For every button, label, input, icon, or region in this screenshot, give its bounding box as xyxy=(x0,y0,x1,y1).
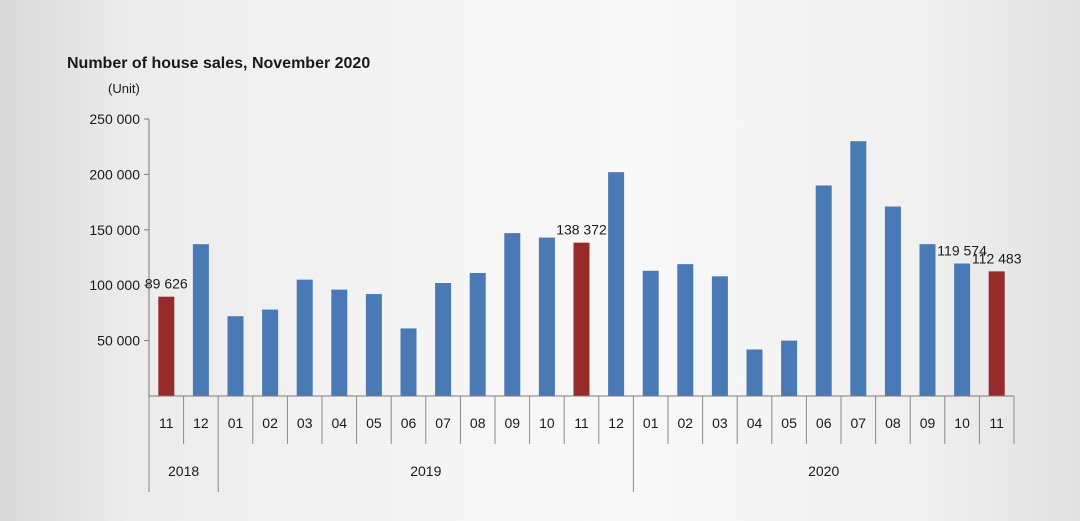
x-tick-label: 09 xyxy=(920,415,936,431)
bar xyxy=(815,185,832,396)
x-axis: 11 12 01 02 03 04 05 06 07 08 09 10 11 12 01 02 03 04 05 06… xyxy=(148,395,1015,492)
y-axis-unit-label: (Unit) xyxy=(108,81,140,96)
bar xyxy=(642,270,659,396)
bar xyxy=(469,273,486,396)
bar xyxy=(331,289,348,396)
chart-title: Number of house sales, November 2020 xyxy=(67,55,370,72)
data-label: 89 626 xyxy=(145,276,188,292)
x-tick-label: 03 xyxy=(297,415,313,431)
x-tick-label: 08 xyxy=(885,415,901,431)
bar xyxy=(746,349,763,396)
data-label: 112 483 xyxy=(972,250,1022,266)
x-tick-label: 04 xyxy=(332,415,348,431)
bar xyxy=(227,316,244,396)
x-tick-label: 06 xyxy=(401,415,417,431)
bar xyxy=(954,263,971,396)
data-label: 119 574 xyxy=(937,243,987,259)
x-tick-label: 04 xyxy=(747,415,763,431)
bar xyxy=(711,276,728,396)
bar xyxy=(262,309,279,396)
bar xyxy=(573,242,590,396)
bars-group xyxy=(158,141,1005,396)
x-tick-label: 12 xyxy=(193,415,209,431)
bar xyxy=(538,237,555,396)
bar xyxy=(850,141,867,396)
x-tick-label: 02 xyxy=(262,415,278,431)
x-tick-label: 02 xyxy=(678,415,694,431)
year-label: 2018 xyxy=(168,463,199,479)
y-tick-label: 200 000 xyxy=(89,166,140,182)
bar xyxy=(781,340,798,396)
bar xyxy=(365,294,382,396)
year-label: 2020 xyxy=(808,463,839,479)
x-tick-label: 05 xyxy=(781,415,797,431)
bar xyxy=(400,328,417,396)
y-tick-label: 100 000 xyxy=(89,277,140,293)
bar xyxy=(988,271,1005,396)
bar xyxy=(608,172,625,396)
year-label: 2019 xyxy=(410,463,441,479)
x-tick-label: 08 xyxy=(470,415,486,431)
x-tick-label: 11 xyxy=(159,415,174,431)
bar xyxy=(677,264,694,396)
x-tick-label: 01 xyxy=(643,415,659,431)
x-tick-label: 11 xyxy=(574,415,589,431)
y-tick-label: 150 000 xyxy=(89,222,140,238)
y-tick-label: 50 000 xyxy=(97,333,140,349)
x-tick-label: 11 xyxy=(989,415,1004,431)
bar xyxy=(296,279,313,396)
x-tick-label: 10 xyxy=(954,415,970,431)
x-tick-label: 07 xyxy=(435,415,451,431)
bar xyxy=(158,296,175,396)
x-tick-label: 09 xyxy=(505,415,521,431)
bar xyxy=(919,244,936,396)
x-tick-label: 03 xyxy=(712,415,728,431)
x-tick-label: 10 xyxy=(539,415,555,431)
bar xyxy=(435,282,452,396)
x-tick-label: 07 xyxy=(851,415,867,431)
x-tick-label: 12 xyxy=(608,415,624,431)
y-axis: 50 000 100 000 150 000 200 000 250 000 xyxy=(89,111,150,396)
x-tick-label: 05 xyxy=(366,415,382,431)
x-tick-label: 06 xyxy=(816,415,832,431)
bar xyxy=(884,206,901,396)
x-tick-label: 01 xyxy=(228,415,244,431)
y-tick-label: 250 000 xyxy=(89,111,140,127)
data-label: 138 372 xyxy=(556,222,607,238)
bar xyxy=(504,233,521,396)
bar xyxy=(192,244,209,396)
